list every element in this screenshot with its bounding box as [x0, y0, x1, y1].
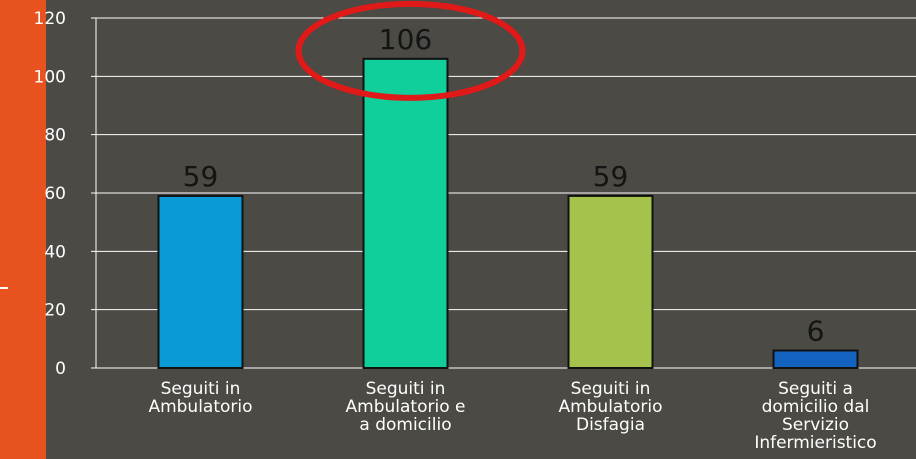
x-tick-label-line: Infermieristico — [754, 433, 876, 453]
accent-tick-mark — [0, 287, 8, 289]
x-tick-label-line: Ambulatorio — [558, 397, 662, 417]
x-tick-label-line: Ambulatorio e — [346, 397, 466, 417]
x-tick-label-line: Servizio — [782, 415, 849, 435]
x-tick-label: Seguiti a domicilio dal Servizio Infermieri… — [754, 379, 876, 453]
data-label: 59 — [593, 160, 629, 193]
y-axis: 0 20 40 60 80 100 120 — [34, 9, 97, 379]
x-tick-label-line: Disfagia — [576, 415, 645, 435]
bar — [567, 194, 654, 369]
x-tick-label: Seguiti in Ambulatorio Disfagia — [558, 379, 662, 435]
x-tick-label: Seguiti in Ambulatorio — [148, 379, 252, 417]
bars — [157, 57, 859, 369]
x-tick-label-line: a domicilio — [359, 415, 451, 435]
y-tick-label: 100 — [34, 67, 66, 87]
x-tick-label-line: Seguiti in — [366, 379, 446, 399]
x-tick-label-line: Ambulatorio — [148, 397, 252, 417]
y-tick-label: 120 — [34, 9, 66, 29]
bar — [772, 349, 859, 369]
y-tick-label: 80 — [44, 126, 66, 146]
x-tick-label-line: Seguiti in — [161, 379, 241, 399]
bar — [157, 194, 244, 369]
x-tick-label-line: Seguiti a — [778, 379, 853, 399]
bar — [362, 57, 449, 369]
highlight-layer — [295, 0, 526, 101]
highlight-circle — [295, 0, 526, 101]
y-tick-label: 60 — [44, 184, 66, 204]
data-label: 106 — [379, 23, 432, 56]
data-label: 6 — [807, 315, 825, 348]
accent-sidebar — [0, 0, 46, 459]
x-tick-label-line: Seguiti in — [571, 379, 651, 399]
y-tick-label: 20 — [44, 301, 66, 321]
value-labels: 59 106 59 6 — [183, 23, 825, 348]
y-tick-label: 40 — [44, 242, 66, 262]
x-tick-label-line: domicilio dal — [762, 397, 870, 417]
y-tick-label: 0 — [55, 359, 66, 379]
data-label: 59 — [183, 160, 219, 193]
